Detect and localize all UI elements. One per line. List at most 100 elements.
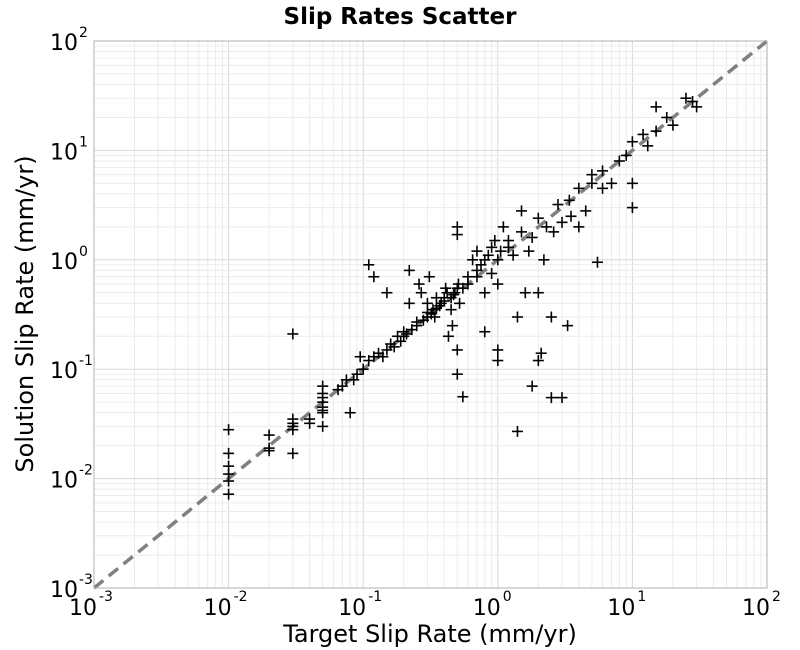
y-tick-label: 10 -2 xyxy=(50,463,93,494)
data-point xyxy=(415,287,427,299)
data-point xyxy=(451,344,463,356)
data-point xyxy=(497,221,509,233)
y-tick-label: 10 0 xyxy=(50,244,88,275)
svg-text:10: 10 xyxy=(50,359,78,384)
data-point xyxy=(548,226,560,238)
svg-text:-2: -2 xyxy=(79,463,93,479)
data-point xyxy=(532,287,544,299)
svg-text:-3: -3 xyxy=(79,572,93,588)
svg-text:-2: -2 xyxy=(234,589,248,605)
y-tick-label: 10 2 xyxy=(50,25,88,56)
data-point xyxy=(597,182,609,194)
data-point xyxy=(351,368,363,380)
data-point xyxy=(445,304,457,316)
svg-text:-3: -3 xyxy=(99,589,113,605)
data-point xyxy=(411,316,423,328)
data-point xyxy=(516,226,528,238)
data-point xyxy=(626,177,638,189)
data-point xyxy=(368,271,380,283)
svg-text:-1: -1 xyxy=(368,589,382,605)
data-point xyxy=(354,351,366,363)
data-point xyxy=(317,407,329,419)
data-point xyxy=(661,111,673,123)
svg-text:-1: -1 xyxy=(79,353,93,369)
svg-text:0: 0 xyxy=(79,244,88,260)
data-point xyxy=(642,140,654,152)
data-point xyxy=(429,311,441,323)
data-point xyxy=(467,254,479,266)
data-point xyxy=(434,300,446,312)
data-point xyxy=(511,425,523,437)
data-point xyxy=(287,424,299,436)
data-point xyxy=(591,256,603,268)
data-point xyxy=(451,368,463,380)
y-tick-label: 10 -1 xyxy=(50,353,93,384)
data-point xyxy=(482,249,494,261)
x-tick-labels: 10 -3 10 -2 10 -1 10 0 10 1 10 2 xyxy=(69,589,781,621)
data-point xyxy=(223,488,235,500)
data-point xyxy=(626,202,638,214)
x-tick-label: 10 0 xyxy=(473,589,512,621)
data-point xyxy=(606,177,618,189)
y-tick-label: 10 -3 xyxy=(50,572,93,603)
svg-text:10: 10 xyxy=(50,140,78,165)
data-point xyxy=(650,125,662,137)
data-point xyxy=(363,259,375,271)
data-point xyxy=(403,297,415,309)
data-point xyxy=(507,249,519,261)
data-point xyxy=(304,417,316,429)
data-point xyxy=(446,320,458,332)
data-point xyxy=(563,194,575,206)
data-point xyxy=(492,355,504,367)
x-tick-label: 10 -3 xyxy=(69,589,113,621)
data-point xyxy=(545,392,557,404)
svg-text:10: 10 xyxy=(473,596,501,621)
data-point xyxy=(336,380,348,392)
data-point xyxy=(449,287,461,299)
data-point xyxy=(223,424,235,436)
chart-title: Slip Rates Scatter xyxy=(284,4,518,30)
data-point xyxy=(637,128,649,140)
svg-text:10: 10 xyxy=(607,596,635,621)
data-point xyxy=(348,374,360,386)
svg-text:10: 10 xyxy=(69,596,97,621)
data-point xyxy=(511,311,523,323)
svg-text:10: 10 xyxy=(50,31,78,56)
data-point xyxy=(526,380,538,392)
data-point xyxy=(287,447,299,459)
svg-text:10: 10 xyxy=(50,250,78,275)
data-point xyxy=(613,155,625,167)
data-point xyxy=(263,445,275,457)
data-point xyxy=(381,344,393,356)
svg-text:10: 10 xyxy=(742,596,770,621)
data-point xyxy=(223,447,235,459)
svg-text:0: 0 xyxy=(503,589,512,605)
data-point xyxy=(626,136,638,148)
data-point xyxy=(556,392,568,404)
data-point xyxy=(344,407,356,419)
data-point xyxy=(492,344,504,356)
data-point xyxy=(667,119,679,131)
data-point xyxy=(357,363,369,375)
y-axis-label: Solution Slip Rate (mm/yr) xyxy=(11,155,39,472)
data-point xyxy=(680,92,692,104)
data-point xyxy=(413,278,425,290)
svg-text:10: 10 xyxy=(338,596,366,621)
svg-text:10: 10 xyxy=(50,469,78,494)
data-point xyxy=(403,264,415,276)
data-point xyxy=(502,241,514,253)
data-point xyxy=(573,182,585,194)
data-point xyxy=(471,245,483,257)
data-point xyxy=(650,101,662,113)
data-point xyxy=(388,341,400,353)
data-point xyxy=(223,475,235,487)
data-point xyxy=(540,221,552,233)
data-point xyxy=(381,287,393,299)
data-point xyxy=(440,282,452,294)
data-point xyxy=(691,101,703,113)
data-point xyxy=(377,351,389,363)
data-point xyxy=(495,245,507,257)
data-point xyxy=(519,287,531,299)
